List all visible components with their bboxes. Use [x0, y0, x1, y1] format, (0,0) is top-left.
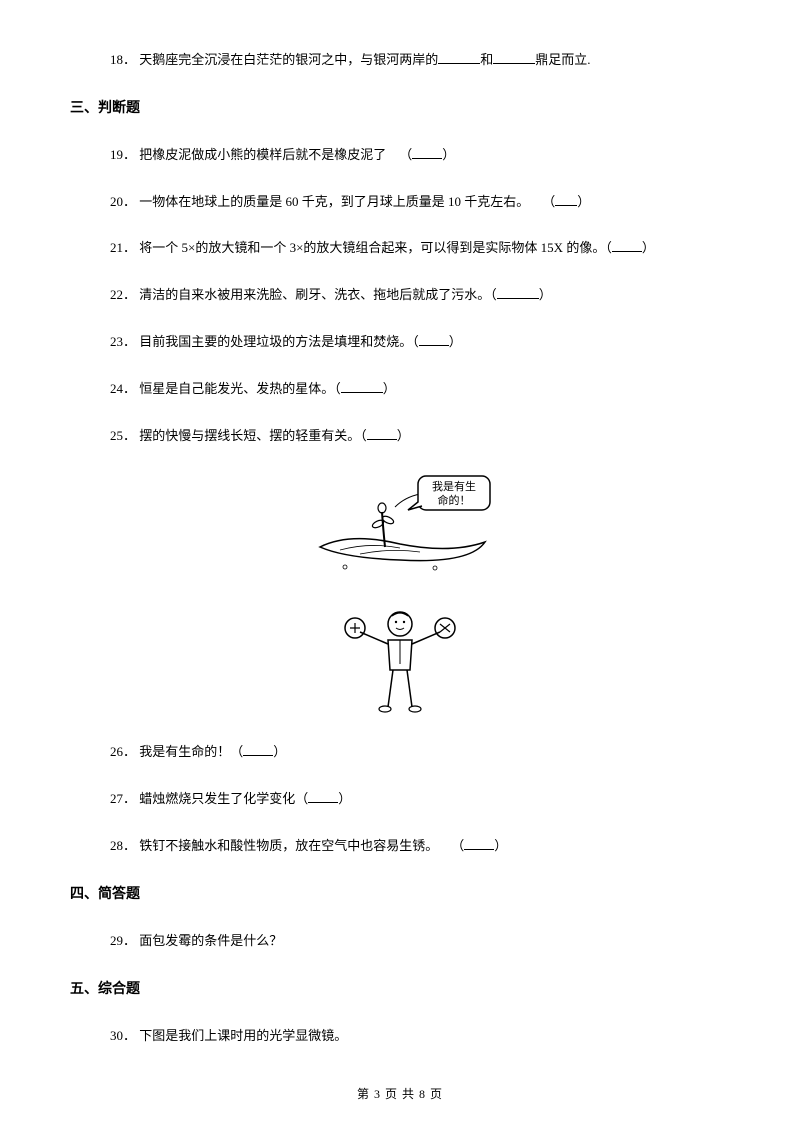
fill-blank[interactable] [438, 50, 480, 64]
speech-text: 我是有生 [432, 479, 476, 493]
fill-blank[interactable] [308, 789, 338, 803]
question-text: 下图是我们上课时用的光学显微镜。 [139, 1028, 347, 1043]
question-text: ） [539, 287, 552, 302]
speech-text: 命的！ [438, 493, 471, 507]
question-number: 19． [110, 147, 136, 162]
question-text: 天鹅座完全沉浸在白茫茫的银河之中，与银河两岸的 [139, 52, 438, 67]
question-text: ） [273, 744, 286, 759]
question-number: 25． [110, 428, 136, 443]
question-text: 铁钉不接触水和酸性物质，放在空气中也容易生锈。 （ [139, 838, 464, 853]
question-text: ） [383, 381, 396, 396]
fill-blank[interactable] [412, 145, 442, 159]
question-27: 27． 蜡烛燃烧只发生了化学变化（ ） [70, 789, 730, 810]
question-number: 23． [110, 334, 136, 349]
illustration-person [70, 602, 730, 722]
question-text: 我是有生命的！（ [139, 744, 243, 759]
question-text: 把橡皮泥做成小熊的模样后就不是橡皮泥了 （ [139, 147, 412, 162]
fill-blank[interactable] [555, 192, 577, 206]
question-number: 30． [110, 1028, 136, 1043]
question-text: 和 [480, 52, 493, 67]
section-title-4: 四、简答题 [70, 883, 730, 903]
fill-blank[interactable] [341, 379, 383, 393]
page-footer: 第 3 页 共 8 页 [0, 1085, 800, 1102]
question-text: ） [442, 147, 455, 162]
question-number: 20． [110, 194, 136, 209]
question-number: 27． [110, 791, 136, 806]
question-text: 摆的快慢与摆线长短、摆的轻重有关。（ [139, 428, 367, 443]
fill-blank[interactable] [243, 742, 273, 756]
question-23: 23． 目前我国主要的处理垃圾的方法是填埋和焚烧。（ ） [70, 332, 730, 353]
question-number: 29． [110, 933, 136, 948]
fill-blank[interactable] [419, 332, 449, 346]
question-text: 一物体在地球上的质量是 60 千克，到了月球上质量是 10 千克左右。 （ [139, 194, 555, 209]
question-24: 24． 恒星是自己能发光、发热的星体。（ ） [70, 379, 730, 400]
question-22: 22． 清洁的自来水被用来洗脸、刷牙、洗衣、拖地后就成了污水。（ ） [70, 285, 730, 306]
question-number: 18． [110, 52, 136, 67]
question-text: ） [577, 194, 590, 209]
question-text: ） [397, 428, 410, 443]
question-text: 清洁的自来水被用来洗脸、刷牙、洗衣、拖地后就成了污水。（ [139, 287, 497, 302]
question-21: 21． 将一个 5×的放大镜和一个 3×的放大镜组合起来，可以得到是实际物体 1… [70, 238, 730, 259]
fill-blank[interactable] [493, 50, 535, 64]
question-text: 鼎足而立. [535, 52, 590, 67]
illustration-plant: 我是有生 命的！ [70, 472, 730, 582]
question-text: ） [338, 791, 351, 806]
question-text: 恒星是自己能发光、发热的星体。（ [139, 381, 341, 396]
question-number: 28． [110, 838, 136, 853]
question-number: 26． [110, 744, 136, 759]
fill-blank[interactable] [497, 285, 539, 299]
section-title-3: 三、判断题 [70, 97, 730, 117]
plant-icon: 我是有生 命的！ [290, 472, 510, 582]
question-text: ） [494, 838, 507, 853]
question-text: 目前我国主要的处理垃圾的方法是填埋和焚烧。（ [139, 334, 419, 349]
question-text: 将一个 5×的放大镜和一个 3×的放大镜组合起来，可以得到是实际物体 15X 的… [139, 240, 612, 255]
question-text: 面包发霉的条件是什么？ [139, 933, 282, 948]
section-title-5: 五、综合题 [70, 978, 730, 998]
question-text: 蜡烛燃烧只发生了化学变化（ [139, 791, 308, 806]
question-18: 18． 天鹅座完全沉浸在白茫茫的银河之中，与银河两岸的 和 鼎足而立. [70, 50, 730, 71]
question-19: 19． 把橡皮泥做成小熊的模样后就不是橡皮泥了 （ ） [70, 145, 730, 166]
question-20: 20． 一物体在地球上的质量是 60 千克，到了月球上质量是 10 千克左右。 … [70, 192, 730, 213]
question-29: 29． 面包发霉的条件是什么？ [70, 931, 730, 952]
question-text: ） [449, 334, 462, 349]
person-icon [330, 602, 470, 722]
question-25: 25． 摆的快慢与摆线长短、摆的轻重有关。（ ） [70, 426, 730, 447]
question-number: 21． [110, 240, 136, 255]
question-28: 28． 铁钉不接触水和酸性物质，放在空气中也容易生锈。 （ ） [70, 836, 730, 857]
question-30: 30． 下图是我们上课时用的光学显微镜。 [70, 1026, 730, 1047]
fill-blank[interactable] [612, 238, 642, 252]
fill-blank[interactable] [464, 836, 494, 850]
question-26: 26． 我是有生命的！（ ） [70, 742, 730, 763]
question-number: 24． [110, 381, 136, 396]
question-text: ） [642, 240, 655, 255]
question-number: 22． [110, 287, 136, 302]
fill-blank[interactable] [367, 426, 397, 440]
